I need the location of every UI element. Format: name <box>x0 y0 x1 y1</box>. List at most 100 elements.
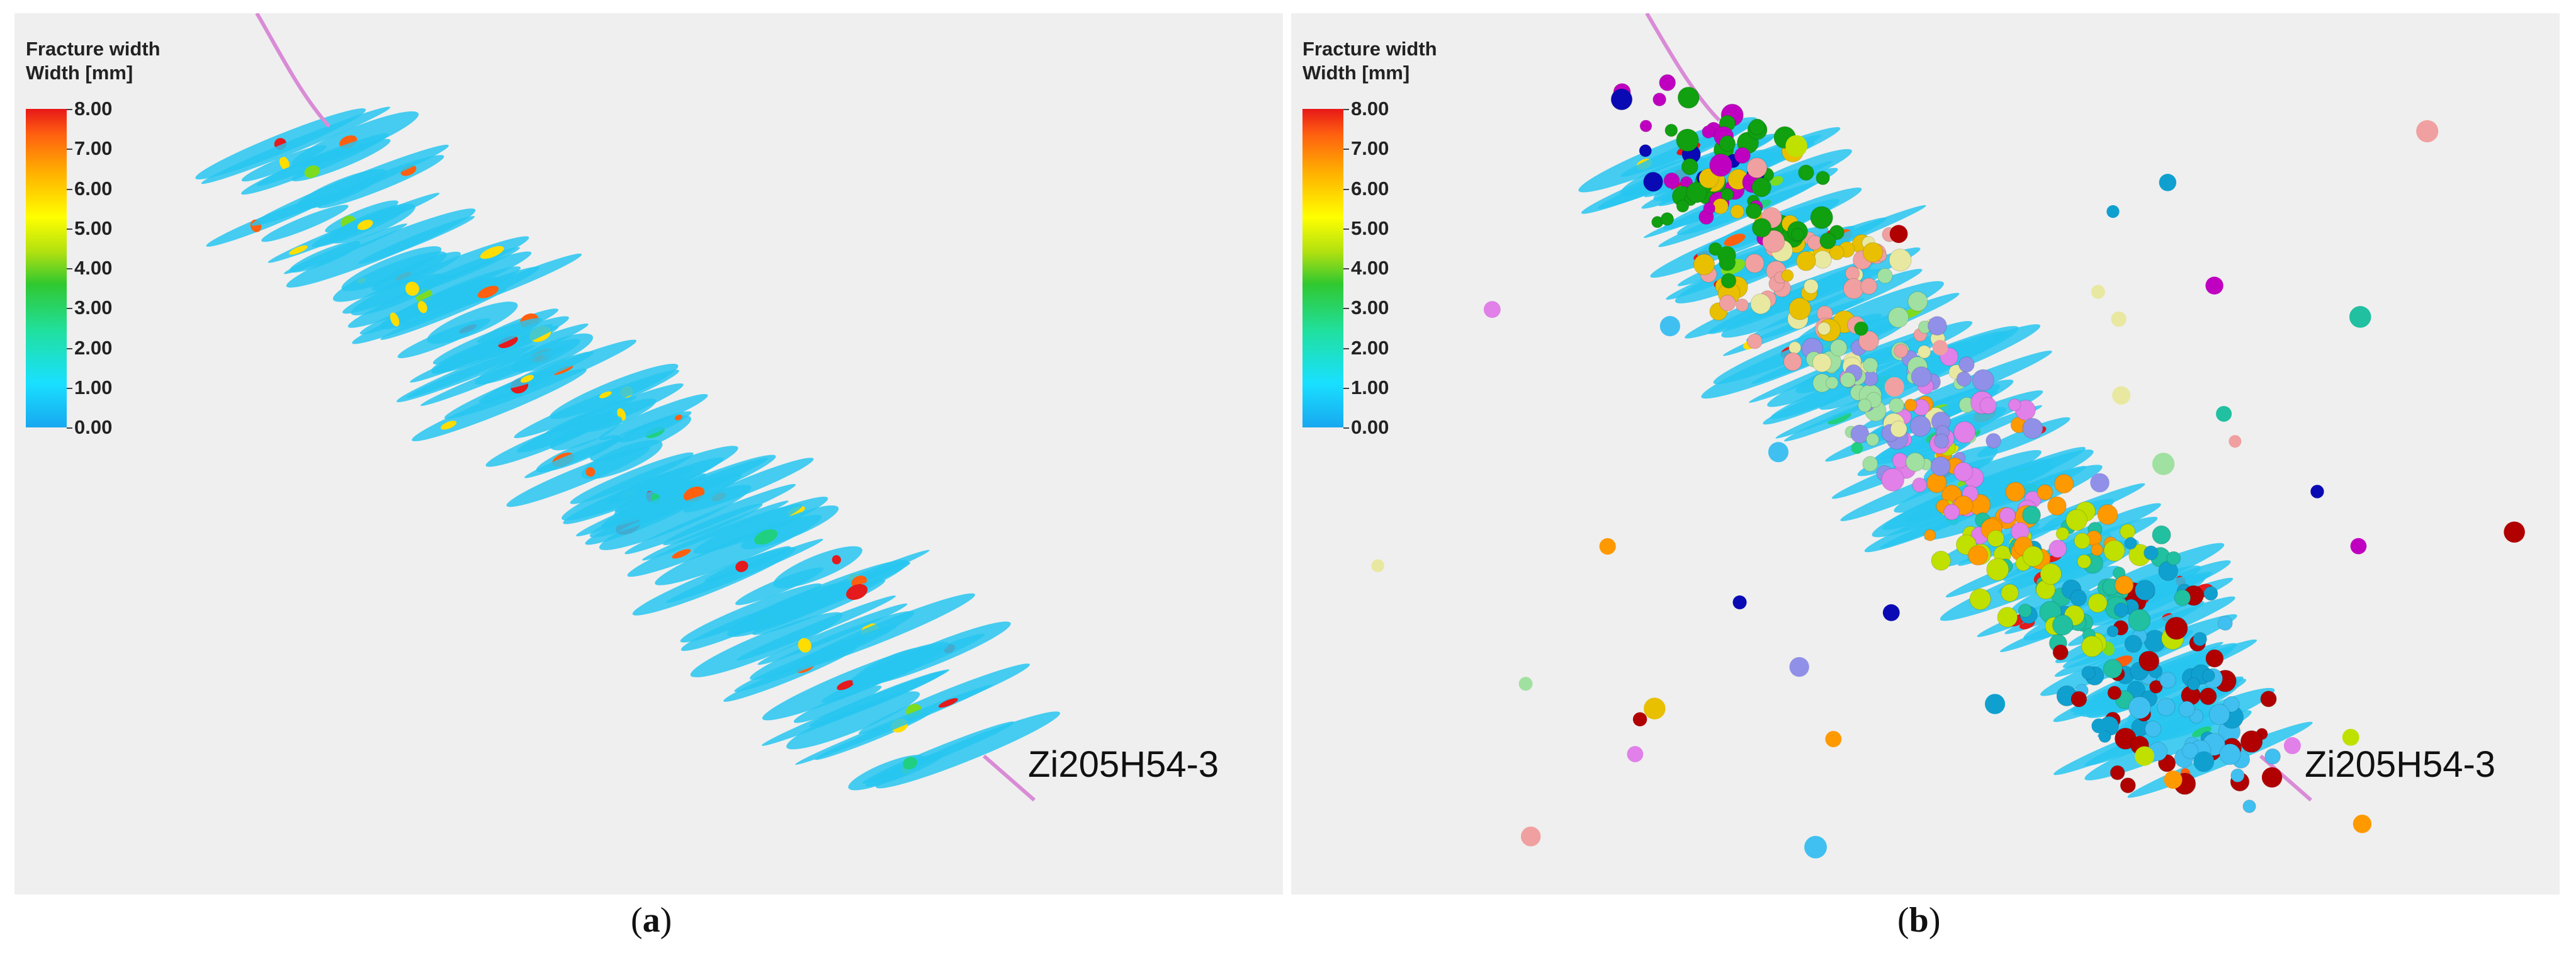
microseismic-event <box>2164 616 2188 640</box>
microseismic-event <box>2120 777 2136 794</box>
microseismic-event <box>2205 649 2224 668</box>
microseismic-event <box>1819 232 1836 249</box>
microseismic-event <box>1712 198 1729 215</box>
microseismic-event <box>2193 632 2207 646</box>
fracture-width-patch <box>279 156 290 170</box>
fracture-width-panel-b: Fracture width Width [mm] 8.00 7.00 6.00 5.… <box>1291 13 2560 894</box>
fracture-plane <box>599 485 752 550</box>
fracture-plane <box>286 208 476 288</box>
microseismic-event <box>2144 720 2162 738</box>
microseismic-event <box>2193 751 2215 772</box>
fracture-plane <box>852 646 936 686</box>
microseismic-event <box>1734 147 1751 164</box>
microseismic-event <box>1751 177 1771 198</box>
microseismic-event <box>1863 357 1878 373</box>
microseismic-event <box>2074 533 2091 550</box>
microseismic-event <box>2091 718 2106 733</box>
microseismic-event <box>2037 484 2053 500</box>
microseismic-event <box>1930 456 1951 477</box>
microseismic-event <box>1676 128 1699 152</box>
microseismic-event <box>1866 432 1880 446</box>
colorbar-tick-label: 5.00 <box>1351 217 1389 239</box>
fracture-plane <box>793 686 882 723</box>
fracture-width-patch <box>289 245 308 255</box>
colorbar-tick-label: 0.00 <box>1351 416 1389 438</box>
microseismic-event <box>2065 509 2088 531</box>
microseismic-event <box>1518 677 1533 691</box>
microseismic-event <box>1877 268 1893 284</box>
microseismic-event <box>2106 625 2119 638</box>
microseismic-event <box>2091 543 2104 556</box>
microseismic-event <box>2164 770 2183 789</box>
microseismic-event <box>1904 398 1918 412</box>
microseismic-event <box>2103 539 2125 562</box>
colorbar-tick-label: 0.00 <box>74 416 113 438</box>
microseismic-event <box>1934 433 1950 449</box>
microseismic-event <box>2022 418 2043 439</box>
microseismic-event <box>1854 321 1868 336</box>
microseismic-event <box>1735 298 1749 312</box>
microseismic-event <box>1917 345 1931 359</box>
microseismic-event <box>2052 614 2074 636</box>
colorbar-tick-label: 6.00 <box>1351 177 1389 200</box>
microseismic-event <box>1627 746 1644 762</box>
microseismic-event <box>2070 589 2087 607</box>
microseismic-event <box>1644 697 1666 720</box>
fracture-width-colorbar <box>1302 109 1343 427</box>
microseismic-event <box>1745 203 1762 220</box>
microseismic-event <box>1804 835 1827 859</box>
colorbar-tick-label: 3.00 <box>1351 296 1389 319</box>
microseismic-event <box>1997 607 2018 628</box>
microseismic-event <box>1986 558 2009 581</box>
microseismic-event <box>1839 372 1856 388</box>
microseismic-event <box>2187 677 2200 691</box>
microseismic-event <box>1850 424 1870 444</box>
microseismic-event <box>1664 123 1678 137</box>
colorbar-tick-mark <box>1343 387 1349 389</box>
microseismic-event <box>1906 452 1925 472</box>
microseismic-event <box>1889 249 1912 272</box>
microseismic-event <box>2120 524 2136 539</box>
fracture-plane <box>283 223 407 274</box>
microseismic-event <box>2111 311 2127 327</box>
microseismic-event <box>1829 339 1848 357</box>
microseismic-event <box>1890 420 1907 438</box>
wellbore-heel-a <box>983 754 1036 802</box>
microseismic-event <box>2128 609 2151 632</box>
microseismic-event <box>2208 704 2230 725</box>
colorbar-tick-mark <box>67 268 72 269</box>
colorbar-tick-mark <box>1343 268 1349 269</box>
microseismic-event <box>1911 366 1932 387</box>
fracture-plane <box>876 711 1060 789</box>
microseismic-event <box>2091 285 2105 299</box>
colorbar-tick-label: 4.00 <box>1351 257 1389 279</box>
microseismic-event <box>2230 768 2245 783</box>
colorbar-tick-label: 8.00 <box>1351 98 1389 120</box>
microseismic-event <box>2001 584 2019 602</box>
fracture-plane <box>680 583 822 643</box>
well-label: Zi205H54-3 <box>2305 744 2496 785</box>
colorbar-tick-label: 5.00 <box>74 217 113 239</box>
microseismic-event <box>1730 204 1744 219</box>
microseismic-event <box>1958 356 1975 373</box>
microseismic-event <box>1676 200 1690 213</box>
microseismic-event <box>2353 815 2372 833</box>
microseismic-event <box>2149 680 2163 694</box>
microseismic-event <box>2114 602 2129 618</box>
microseismic-event <box>1751 218 1772 238</box>
colorbar-tick-mark <box>67 308 72 310</box>
microseismic-event <box>2242 799 2256 813</box>
microseismic-event <box>1709 154 1732 177</box>
microseismic-event <box>2134 580 2155 601</box>
fracture-plane <box>550 415 623 451</box>
fracture-plane <box>261 205 349 242</box>
colorbar-tick-label: 7.00 <box>74 137 113 160</box>
microseismic-event <box>2201 669 2215 682</box>
microseismic-event <box>2203 586 2218 601</box>
microseismic-event <box>1812 353 1832 373</box>
fracture-width-patch <box>1827 412 1851 425</box>
microseismic-event <box>2018 604 2033 618</box>
fracture-width-patch <box>480 245 504 259</box>
microseismic-event <box>2223 696 2240 713</box>
fracture-width-patch <box>1770 176 1783 186</box>
